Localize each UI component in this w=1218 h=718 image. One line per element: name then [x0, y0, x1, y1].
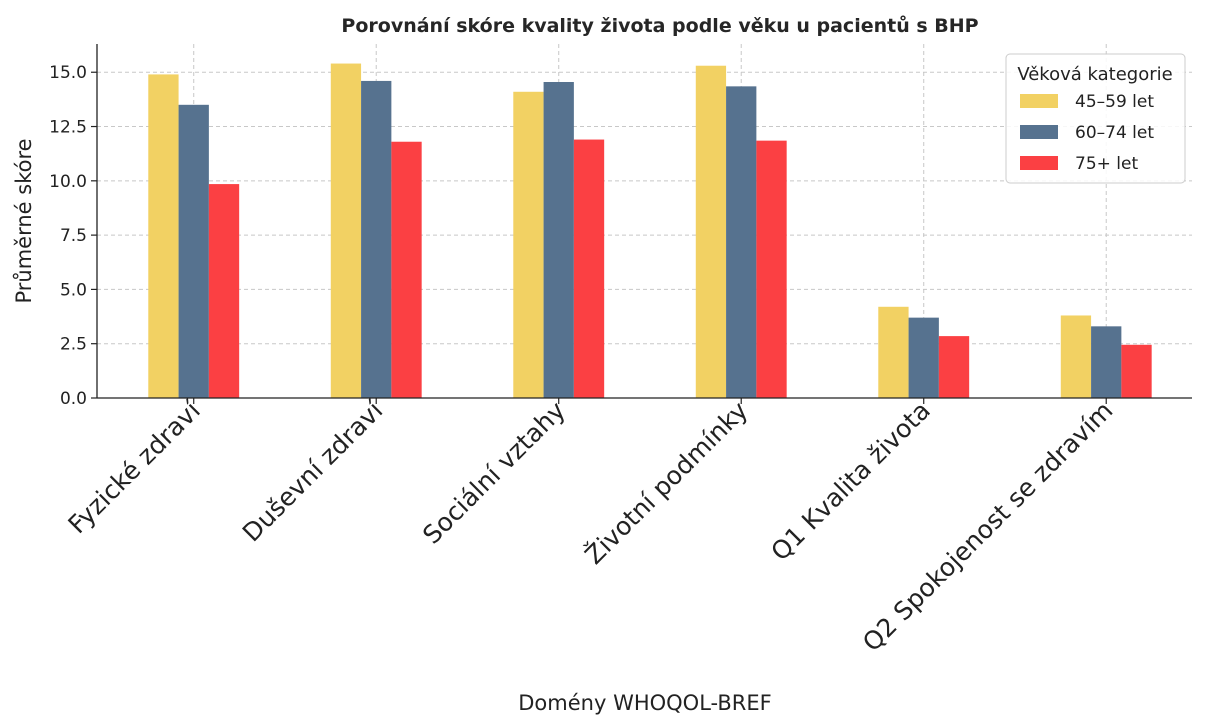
legend-swatch: [1020, 125, 1058, 139]
y-axis-label: Průměrné skóre: [12, 138, 36, 303]
x-tick-label: Duševní zdraví: [237, 395, 389, 547]
bar: [573, 139, 605, 398]
bar: [878, 306, 909, 398]
legend-swatch: [1020, 94, 1058, 108]
bars-group: [148, 63, 1152, 399]
legend-box: [1005, 53, 1186, 184]
legend-items: 45–59 let 60–74 let 75+ let: [1020, 92, 1154, 174]
bar: [543, 82, 574, 398]
bar: [908, 317, 939, 398]
y-tick-label: 10.0: [49, 172, 87, 192]
bar: [361, 80, 392, 399]
bar: [208, 184, 240, 398]
bar: [391, 141, 422, 399]
bar: [513, 91, 544, 398]
bar: [726, 86, 757, 398]
chart-title: Porovnání skóre kvality života podle věk…: [341, 14, 978, 37]
legend-label: 75+ let: [1075, 154, 1138, 174]
legend: Věková kategorie 45–59 let 60–74 let 75+ l…: [1005, 53, 1186, 184]
bar: [1060, 315, 1092, 398]
y-tick-label: 12.5: [49, 118, 87, 138]
y-tick-label: 0.0: [60, 389, 87, 409]
y-tick-label: 2.5: [60, 335, 87, 355]
x-tick-label: Q1 Kvalita života: [765, 396, 936, 567]
y-tick-label: 7.5: [60, 226, 87, 246]
bar: [695, 65, 727, 399]
x-tick-label: Fyzické zdraví: [62, 395, 206, 539]
legend-label: 45–59 let: [1075, 92, 1154, 112]
bar: [330, 63, 362, 398]
bar: [756, 140, 787, 398]
y-axis-ticks: 0.0 2.5 5.0 7.5 10.0 12.5 15.0: [49, 63, 97, 409]
bar: [1121, 344, 1152, 398]
bar: [148, 74, 179, 398]
y-tick-label: 5.0: [60, 280, 87, 300]
x-tick-label: Sociální vztahy: [417, 396, 571, 550]
legend-title: Věková kategorie: [1017, 64, 1172, 85]
x-tick-label: Životní podmínky: [579, 396, 753, 570]
legend-label: 60–74 let: [1075, 123, 1154, 143]
x-axis-ticks: Fyzické zdraví Duševní zdraví Sociální vzt…: [62, 395, 1118, 657]
bar: [178, 104, 209, 398]
bar: [1091, 326, 1122, 398]
y-tick-label: 15.0: [49, 63, 87, 83]
legend-swatch: [1020, 156, 1058, 170]
bar: [938, 336, 970, 398]
x-axis-label: Domény WHOQOL-BREF: [518, 691, 771, 715]
